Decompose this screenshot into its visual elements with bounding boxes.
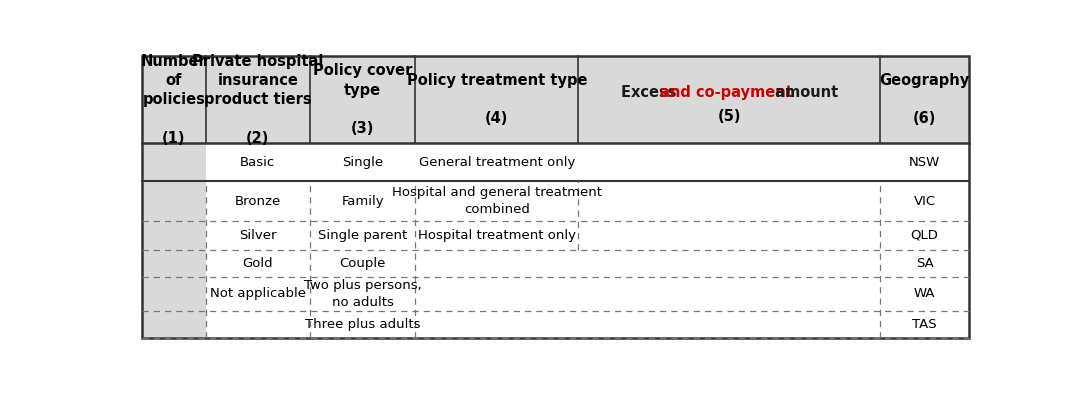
Bar <box>142 143 206 181</box>
Text: Two plus persons,
no adults: Two plus persons, no adults <box>304 279 422 309</box>
Text: WA: WA <box>914 288 935 300</box>
Text: Policy treatment type

(4): Policy treatment type (4) <box>406 73 588 127</box>
Text: Excess: Excess <box>621 85 682 99</box>
Text: Family: Family <box>341 194 384 208</box>
Text: Single: Single <box>343 156 384 169</box>
Text: NSW: NSW <box>909 156 940 169</box>
Text: Hospital and general treatment
combined: Hospital and general treatment combined <box>391 186 602 216</box>
Text: Silver: Silver <box>240 229 276 242</box>
Bar <box>142 181 206 221</box>
Text: Hospital treatment only: Hospital treatment only <box>417 229 576 242</box>
Text: Policy cover
type

(3): Policy cover type (3) <box>313 63 412 136</box>
Text: Not applicable: Not applicable <box>210 288 306 300</box>
Text: Private hospital
insurance
product tiers

(2): Private hospital insurance product tiers… <box>192 54 323 145</box>
Text: and co-payment: and co-payment <box>660 85 792 99</box>
Text: TAS: TAS <box>913 318 937 331</box>
Text: General treatment only: General treatment only <box>418 156 575 169</box>
Text: amount: amount <box>771 85 839 99</box>
Text: Single parent: Single parent <box>318 229 408 242</box>
Text: Geography

(6): Geography (6) <box>879 73 970 127</box>
Text: Gold: Gold <box>243 257 273 270</box>
Bar <box>142 311 206 338</box>
Text: (5): (5) <box>718 109 741 124</box>
Text: Couple: Couple <box>339 257 386 270</box>
Text: Bronze: Bronze <box>234 194 281 208</box>
Bar <box>142 221 206 250</box>
Text: Basic: Basic <box>241 156 275 169</box>
Bar <box>142 250 206 277</box>
Bar <box>142 277 206 311</box>
Text: VIC: VIC <box>914 194 935 208</box>
Bar <box>142 56 969 143</box>
Text: QLD: QLD <box>911 229 939 242</box>
Text: Number
of
policies

(1): Number of policies (1) <box>141 54 207 145</box>
Text: Three plus adults: Three plus adults <box>305 318 421 331</box>
Text: SA: SA <box>916 257 933 270</box>
Bar <box>142 56 969 338</box>
